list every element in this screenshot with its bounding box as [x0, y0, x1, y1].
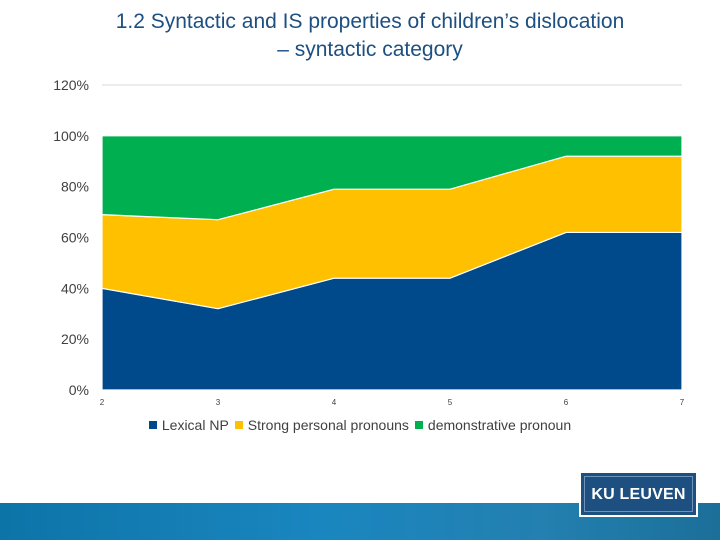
y-tick-label: 80%	[61, 179, 89, 195]
legend-item-0: Lexical NP	[148, 417, 229, 433]
y-tick-label: 100%	[53, 128, 89, 144]
y-tick-label: 60%	[61, 230, 89, 246]
x-tick-label: 6	[564, 398, 569, 407]
legend-label: Strong personal pronouns	[247, 417, 409, 433]
legend-item-2: demonstrative pronoun	[414, 417, 572, 433]
logo-text: KU LEUVEN	[591, 486, 686, 503]
chart-title-line-1: 1.2 Syntactic and IS properties of child…	[115, 10, 625, 33]
x-tick-label: 3	[216, 398, 221, 407]
legend-swatch	[234, 421, 243, 429]
chart-title: 1.2 Syntactic and IS properties of child…	[60, 8, 680, 64]
y-axis-ticks: 0% 20% 40% 60% 80% 100% 120%	[53, 77, 89, 398]
y-tick-label: 20%	[61, 331, 89, 347]
y-tick-label: 40%	[61, 280, 89, 296]
legend-label: demonstrative pronoun	[427, 417, 572, 433]
legend: Lexical NP Strong personal pronouns demons…	[0, 416, 720, 433]
legend-swatch	[148, 421, 157, 429]
x-tick-label: 2	[100, 398, 105, 407]
area-series-2	[101, 135, 683, 221]
y-tick-label: 0%	[69, 382, 89, 398]
x-tick-label: 4	[332, 398, 337, 407]
area-series	[101, 135, 683, 391]
legend-label: Lexical NP	[161, 417, 229, 433]
chart-title-line-2: – syntactic category	[277, 38, 463, 61]
x-axis-ticks: 2 3 4 5 6 7	[100, 398, 685, 407]
legend-item-1: Strong personal pronouns	[234, 417, 409, 433]
ku-leuven-logo: KU LEUVEN	[579, 471, 698, 517]
y-tick-label: 120%	[53, 77, 89, 93]
x-tick-label: 5	[448, 398, 453, 407]
x-tick-label: 7	[680, 398, 685, 407]
legend-swatch	[414, 421, 423, 429]
